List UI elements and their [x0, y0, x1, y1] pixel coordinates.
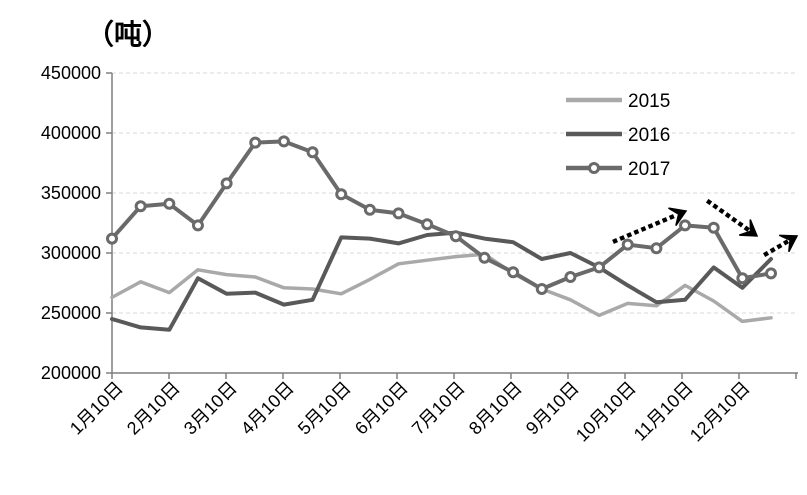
x-tick-label: 7月10日	[408, 378, 469, 439]
x-tick-label: 8月10日	[465, 378, 526, 439]
data-point-marker	[650, 242, 663, 255]
data-point-marker	[306, 146, 319, 159]
data-point-marker	[392, 207, 405, 220]
data-point-marker	[134, 200, 147, 213]
x-tick-label: 12月10日	[686, 378, 754, 446]
data-point-marker	[220, 177, 233, 190]
data-point-marker	[621, 238, 634, 251]
data-point-marker	[679, 219, 692, 232]
data-point-marker	[249, 136, 262, 149]
arrow-head	[668, 207, 688, 227]
data-point-marker	[564, 271, 577, 283]
series-line-2015	[110, 252, 773, 324]
arrow-dots	[762, 239, 790, 258]
data-point-marker	[449, 230, 462, 243]
data-point-marker	[707, 221, 720, 234]
data-point-marker	[163, 197, 176, 210]
y-tick-label: 400000	[41, 123, 101, 143]
arrow-dots	[612, 212, 678, 244]
data-point-marker	[335, 188, 348, 201]
x-tick-label: 1月10日	[66, 378, 127, 439]
y-tick-label: 200000	[41, 363, 101, 383]
data-point-marker	[593, 261, 606, 274]
y-tick-label: 450000	[41, 63, 101, 83]
y-tick-label: 300000	[41, 243, 101, 263]
legend-marker-sample	[588, 162, 600, 174]
legend-item-2017: 2017	[566, 159, 670, 180]
arrow-dots	[705, 198, 751, 233]
data-point-marker	[478, 251, 491, 264]
dotted-arrow	[762, 234, 799, 258]
data-point-marker	[535, 283, 548, 295]
dotted-arrow	[705, 198, 759, 237]
x-tick-label: 4月10日	[237, 378, 298, 439]
data-point-marker	[736, 272, 749, 285]
data-point-marker	[106, 232, 118, 245]
data-point-marker	[191, 219, 204, 232]
data-point-marker	[421, 218, 434, 231]
y-axis: 450000 400000 350000 300000 250000 200000	[41, 63, 113, 383]
series-lines	[106, 135, 777, 332]
series-line-2017	[110, 139, 773, 291]
x-axis: 1月10日2月10日3月10日4月10日5月10日6月10日7月10日8月10日…	[66, 372, 798, 446]
legend-item-2015: 2015	[566, 91, 670, 112]
legend-label: 2017	[628, 159, 670, 180]
y-tick-label: 350000	[41, 183, 101, 203]
x-tick-label: 2月10日	[123, 378, 184, 439]
y-tick-label: 250000	[41, 303, 101, 323]
data-point-marker	[765, 267, 777, 280]
series-line-2016	[110, 230, 773, 332]
data-point-marker	[277, 135, 290, 148]
legend-label: 2016	[628, 125, 670, 146]
x-tick-label: 11月10日	[630, 378, 697, 445]
arrow-head	[778, 234, 799, 253]
legend: 2015 2016 2017	[566, 91, 670, 180]
arrow-head	[739, 219, 759, 237]
chart-title: （吨）	[86, 18, 170, 51]
dotted-arrow	[612, 207, 688, 244]
legend-label: 2015	[628, 91, 670, 112]
x-tick-label: 3月10日	[180, 378, 241, 439]
legend-item-2016: 2016	[566, 125, 670, 146]
data-point-marker	[507, 266, 520, 279]
x-tick-label: 5月10日	[294, 378, 355, 439]
data-point-marker	[363, 203, 376, 216]
gridlines	[112, 72, 796, 314]
x-tick-label: 6月10日	[351, 378, 412, 439]
annotation-arrows	[612, 198, 799, 258]
x-tick-label: 10月10日	[572, 378, 640, 446]
